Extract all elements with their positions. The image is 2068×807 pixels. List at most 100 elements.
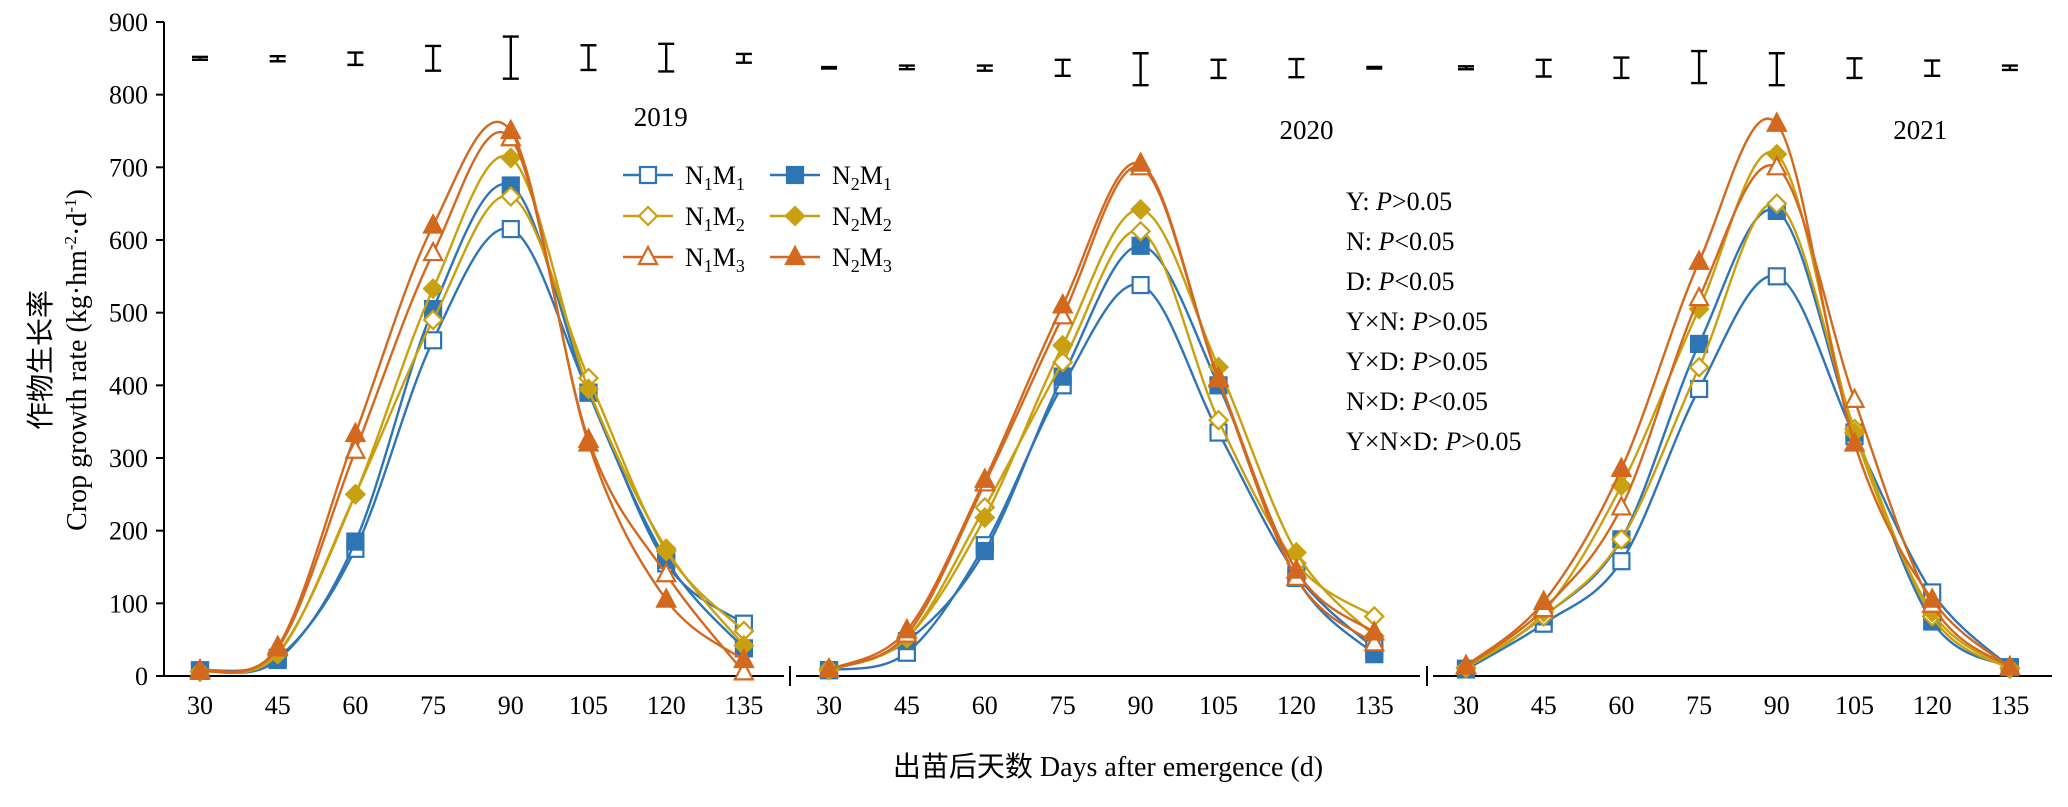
x-tick-label: 75 [1686, 691, 1712, 720]
data-point-N2M3 [499, 118, 522, 140]
panel-2019: 30 45 60 75 90 105 120 135 2019 [187, 35, 763, 720]
data-point-N2M2 [500, 147, 522, 169]
legend-label: N2M2 [832, 202, 892, 235]
panel-2020: 30 45 60 75 90 105 120 135 2020 [816, 52, 1394, 720]
x-tick-label: 120 [1913, 691, 1952, 720]
data-point-N1M1 [424, 331, 443, 350]
error-bar [2001, 64, 2018, 72]
x-tick-label: 60 [342, 691, 368, 720]
y-tick-label: 800 [109, 81, 148, 110]
series-line-N1M3 [828, 165, 1376, 671]
legend-item-N1M1: N1M1 [623, 161, 745, 194]
legend-marker [784, 205, 806, 227]
y-axis-title-cn: 作物生长率 [25, 290, 57, 430]
data-point-N1M3 [1765, 154, 1788, 176]
y-tick-label: 700 [109, 153, 148, 182]
data-point-N2M2 [422, 278, 444, 300]
data-point-N1M2 [1766, 193, 1788, 215]
panel-2021: 30 45 60 75 90 105 120 135 2021 [1453, 49, 2029, 720]
data-point-N2M2 [1052, 334, 1074, 356]
data-point-N2M2 [655, 538, 677, 560]
data-point-N2M3 [1688, 249, 1710, 270]
x-tick-label: 30 [816, 691, 842, 720]
error-bar [735, 52, 752, 64]
data-point-N2M3 [422, 213, 444, 234]
x-tick-label: 135 [1990, 691, 2029, 720]
x-tick-label: 60 [1608, 691, 1634, 720]
data-point-N2M3 [1843, 431, 1866, 452]
series-line-N2M3 [1465, 117, 2011, 669]
series-line-N2M3 [828, 161, 1376, 671]
series-line-N1M3 [1465, 164, 2011, 669]
data-point-N2M3 [655, 587, 678, 608]
data-point-N2M3 [1532, 589, 1555, 610]
legend-item-N1M2: N1M2 [623, 202, 745, 235]
data-point-N2M2 [974, 507, 996, 529]
data-point-N2M3 [733, 647, 755, 669]
x-tick-label: 30 [187, 691, 213, 720]
error-bar [658, 42, 675, 73]
data-point-N2M3 [577, 431, 600, 452]
data-point-N1M3 [1688, 285, 1710, 307]
error-bar [821, 65, 837, 70]
data-point-N2M3 [1051, 293, 1074, 314]
x-tick-label: 75 [1050, 691, 1076, 720]
error-bar [580, 44, 597, 72]
data-point-N2M1 [346, 532, 365, 551]
error-bar [269, 54, 286, 63]
legend-label: N1M1 [685, 161, 745, 194]
data-point-N2M3 [189, 659, 211, 680]
data-point-N2M3 [1363, 620, 1386, 641]
data-point-N2M2 [1130, 198, 1152, 221]
legend-marker [784, 244, 806, 266]
legend-marker [638, 165, 658, 185]
error-bar [502, 35, 519, 80]
stats-line: Y×D: P>0.05 [1346, 347, 1488, 376]
data-point-N2M2 [344, 483, 366, 505]
panel-year-label: 2019 [634, 102, 688, 132]
data-point-N2M3 [344, 421, 367, 443]
y-tick-label: 100 [109, 589, 148, 618]
data-point-N2M2 [577, 378, 600, 400]
error-bar [1210, 58, 1227, 80]
error-bar [192, 55, 208, 61]
data-point-N2M3 [1610, 456, 1633, 477]
data-point-N1M2 [500, 185, 522, 207]
panel-year-label: 2021 [1893, 115, 1947, 145]
stats-line: D: P<0.05 [1346, 267, 1455, 296]
legend-label: N1M3 [685, 243, 745, 276]
legend-label: N1M2 [685, 202, 745, 235]
y-tick-label: 0 [135, 662, 148, 691]
data-point-N1M3 [733, 660, 755, 681]
error-bar [1535, 58, 1552, 78]
data-point-N2M3 [1765, 111, 1788, 132]
data-point-N2M3 [1455, 653, 1477, 674]
y-axis-title-en: Crop growth rate (kg·hm-2·d-1) [61, 189, 93, 531]
data-point-N1M1 [501, 220, 520, 239]
error-bar [1768, 52, 1785, 87]
x-tick-label: 75 [420, 691, 446, 720]
series-line-N2M2 [1465, 150, 2011, 669]
data-point-N1M3 [422, 240, 444, 262]
data-point-N2M3 [1129, 151, 1152, 172]
data-point-N2M1 [975, 541, 994, 561]
legend-marker [785, 165, 805, 185]
series-line-N2M1 [828, 244, 1376, 672]
data-point-N1M2 [1130, 220, 1152, 242]
y-axis-title: 作物生长率 Crop growth rate (kg·hm-2·d-1) [25, 189, 93, 531]
series-line-N2M1 [199, 182, 745, 675]
series-line-N1M1 [828, 283, 1376, 672]
y-tick-label: 400 [109, 371, 148, 400]
data-point-N1M2 [1610, 528, 1632, 550]
data-point-N1M2 [1688, 356, 1710, 378]
data-point-N1M3 [1843, 387, 1866, 408]
error-bar [1054, 58, 1071, 77]
legend-item-N2M2: N2M2 [770, 202, 892, 235]
legend-item-N2M1: N2M1 [770, 161, 892, 194]
legend: N1M1 N2M1 N1M2 N2M2 N1M3 N2M3 [623, 161, 892, 276]
series-line-N1M3 [199, 130, 745, 674]
legend-item-N1M3: N1M3 [623, 243, 745, 276]
error-bar [1846, 57, 1863, 80]
data-point-N2M3 [1207, 365, 1230, 387]
